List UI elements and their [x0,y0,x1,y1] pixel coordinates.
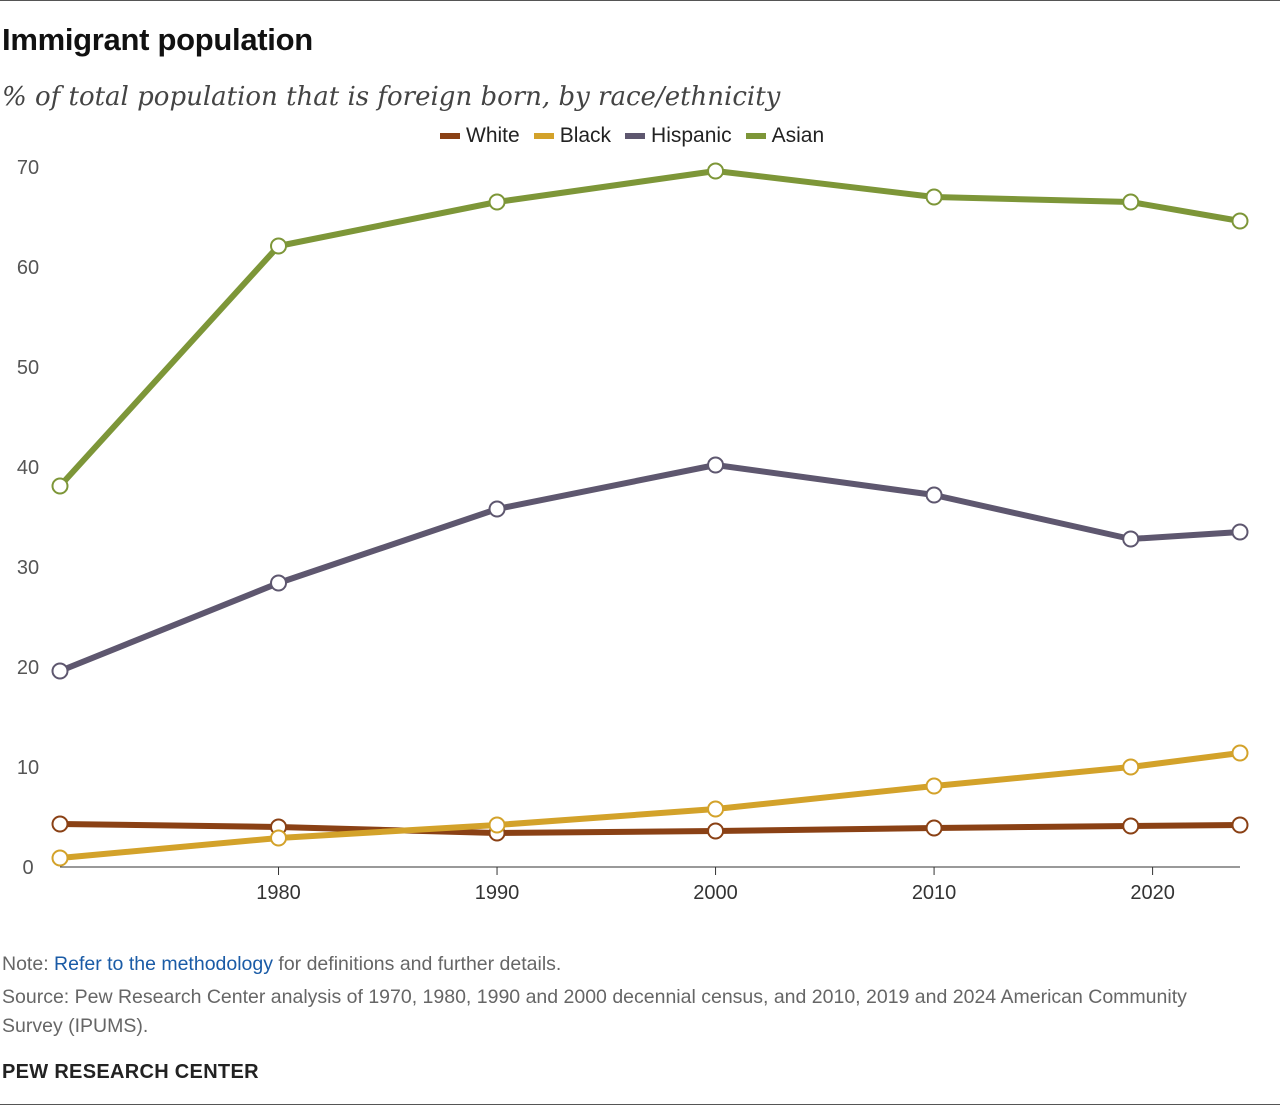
legend-swatch-white [440,133,460,139]
y-tick-label: 20 [17,657,39,679]
note-prefix: Note: [2,953,55,975]
x-axis: 1980 1990 2000 2010 2020 [256,867,1175,904]
legend-item-asian: Asian [745,124,825,148]
data-point-black [1122,758,1140,776]
y-axis: 0 10 20 30 40 50 60 70 [17,157,39,879]
legend-label-white: White [466,124,520,147]
data-point-black [1231,744,1249,762]
series-line-asian [57,168,1243,489]
series-lines [57,168,1243,861]
data-point-white [51,815,69,833]
legend-label-asian: Asian [771,124,825,147]
data-point-hispanic [925,486,943,504]
legend-swatch-hispanic [625,133,646,139]
data-point-hispanic [1231,523,1249,541]
top-rule [0,0,1280,1]
data-point-white [707,822,725,840]
source-note: Source: Pew Research Center analysis of … [2,986,1187,1037]
data-point-hispanic [51,662,69,680]
data-point-black [488,816,506,834]
brand-footer: PEW RESEARCH CENTER [2,1061,259,1083]
data-point-black [270,829,288,847]
series-line-black [57,750,1243,861]
data-point-black [51,849,69,867]
data-point-asian [707,162,725,180]
y-tick-label: 60 [17,257,39,279]
legend-label-hispanic: Hispanic [651,124,732,147]
y-tick-label: 70 [17,157,39,179]
methodology-link[interactable]: Refer to the methodology [54,953,273,975]
legend-swatch-black [533,133,554,139]
line-chart: 0 10 20 30 40 50 60 70 1980 1990 2000 2010 2020 [17,157,1249,904]
chart-title: Immigrant population [2,22,313,57]
chart-subtitle: % of total population that is foreign bo… [2,82,781,112]
legend-label-black: Black [559,124,612,147]
legend-item-black: Black [533,124,612,148]
x-tick-label: 1990 [475,882,520,904]
data-point-white [925,819,943,837]
data-point-asian [1231,212,1249,230]
y-tick-label: 30 [17,557,39,579]
x-tick-label: 1980 [256,882,301,904]
series-line-hispanic [57,462,1243,674]
legend-item-hispanic: Hispanic [625,124,732,148]
data-point-white [1231,816,1249,834]
legend-swatch-asian [745,133,766,139]
series-points [51,162,1249,867]
x-tick-label: 2020 [1130,882,1175,904]
data-point-asian [270,237,288,255]
note: Note: Refer to the methodology for defin… [2,953,561,976]
series-line-white [57,821,1243,836]
data-point-black [707,800,725,818]
y-tick-label: 0 [22,857,33,879]
data-point-hispanic [488,500,506,518]
data-point-asian [1122,193,1140,211]
legend: White Black Hispanic Asian [440,124,838,148]
data-point-white [1122,817,1140,835]
data-point-asian [488,193,506,211]
data-point-hispanic [270,574,288,592]
data-point-asian [925,188,943,206]
bottom-rule [0,1104,1280,1105]
data-point-hispanic [1122,530,1140,548]
note-suffix: for definitions and further details. [273,953,562,975]
data-point-asian [51,477,69,495]
x-tick-label: 2000 [693,882,738,904]
y-tick-label: 50 [17,357,39,379]
y-tick-label: 10 [17,757,39,779]
legend-item-white: White [440,124,520,148]
x-tick-label: 2010 [912,882,957,904]
y-tick-label: 40 [17,457,39,479]
data-point-hispanic [707,456,725,474]
data-point-black [925,777,943,795]
